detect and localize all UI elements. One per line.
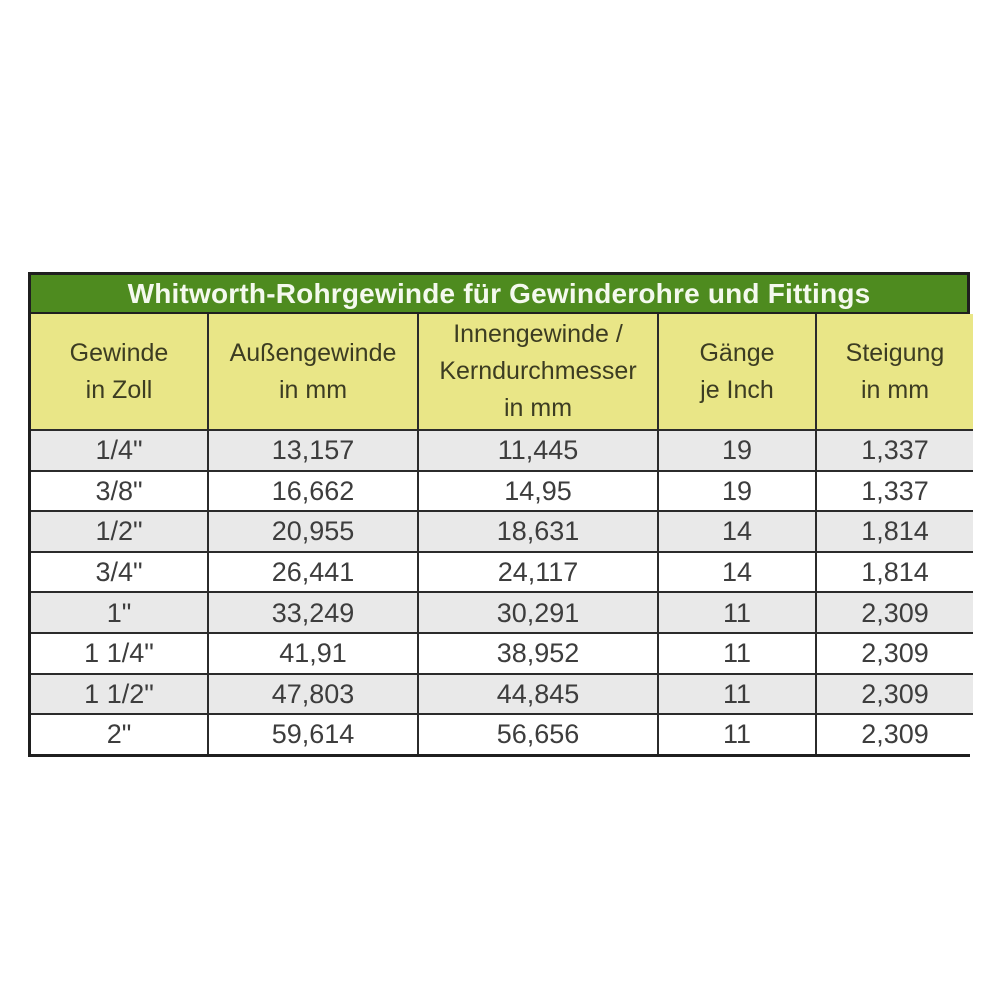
cell-innengewinde: 44,845 (417, 672, 659, 716)
cell-innengewinde: 30,291 (417, 591, 659, 634)
table-row: 2" 59,614 56,656 11 2,309 (31, 713, 973, 754)
cell-gaenge: 19 (657, 469, 817, 513)
cell-steigung: 2,309 (815, 672, 973, 716)
table-body: 1/4" 13,157 11,445 19 1,337 3/8" 16,662 … (31, 429, 973, 754)
cell-gewinde-zoll: 2" (31, 713, 209, 754)
table-title: Whitworth-Rohrgewinde für Gewinderohre u… (31, 275, 967, 314)
cell-innengewinde: 56,656 (417, 713, 659, 754)
table-row: 1/4" 13,157 11,445 19 1,337 (31, 429, 973, 472)
cell-gaenge: 11 (657, 631, 817, 675)
cell-gewinde-zoll: 1/4" (31, 429, 209, 472)
cell-aussengewinde: 47,803 (207, 672, 419, 716)
cell-steigung: 1,337 (815, 469, 973, 513)
column-header-aussengewinde: Außengewinde in mm (207, 314, 419, 431)
cell-aussengewinde: 33,249 (207, 591, 419, 634)
cell-gewinde-zoll: 1/2" (31, 510, 209, 553)
cell-steigung: 2,309 (815, 591, 973, 634)
cell-gaenge: 11 (657, 713, 817, 754)
cell-innengewinde: 11,445 (417, 429, 659, 472)
cell-steigung: 2,309 (815, 631, 973, 675)
table-row: 1 1/4" 41,91 38,952 11 2,309 (31, 631, 973, 675)
table-row: 1" 33,249 30,291 11 2,309 (31, 591, 973, 634)
table-row: 3/4" 26,441 24,117 14 1,814 (31, 550, 973, 594)
table-row: 1/2" 20,955 18,631 14 1,814 (31, 510, 973, 553)
cell-steigung: 1,814 (815, 550, 973, 594)
cell-innengewinde: 24,117 (417, 550, 659, 594)
cell-aussengewinde: 26,441 (207, 550, 419, 594)
cell-steigung: 2,309 (815, 713, 973, 754)
cell-gaenge: 14 (657, 550, 817, 594)
cell-steigung: 1,337 (815, 429, 973, 472)
column-header-innengewinde: Innengewinde / Kerndurchmesser in mm (417, 314, 659, 431)
cell-gewinde-zoll: 3/8" (31, 469, 209, 513)
column-header-gewinde-zoll: Gewinde in Zoll (31, 314, 209, 431)
cell-innengewinde: 38,952 (417, 631, 659, 675)
cell-gaenge: 11 (657, 591, 817, 634)
table-row: 3/8" 16,662 14,95 19 1,337 (31, 469, 973, 513)
thread-dimension-table: Whitworth-Rohrgewinde für Gewinderohre u… (28, 272, 973, 757)
cell-innengewinde: 18,631 (417, 510, 659, 553)
cell-aussengewinde: 41,91 (207, 631, 419, 675)
cell-aussengewinde: 13,157 (207, 429, 419, 472)
cell-gewinde-zoll: 3/4" (31, 550, 209, 594)
cell-steigung: 1,814 (815, 510, 973, 553)
cell-innengewinde: 14,95 (417, 469, 659, 513)
cell-aussengewinde: 59,614 (207, 713, 419, 754)
cell-aussengewinde: 20,955 (207, 510, 419, 553)
header-row: Gewinde in Zoll Außengewinde in mm Innen… (31, 314, 973, 431)
cell-gewinde-zoll: 1" (31, 591, 209, 634)
data-table: Gewinde in Zoll Außengewinde in mm Innen… (31, 314, 973, 754)
cell-gaenge: 11 (657, 672, 817, 716)
cell-aussengewinde: 16,662 (207, 469, 419, 513)
column-header-steigung: Steigung in mm (815, 314, 973, 431)
cell-gewinde-zoll: 1 1/4" (31, 631, 209, 675)
cell-gewinde-zoll: 1 1/2" (31, 672, 209, 716)
table-row: 1 1/2" 47,803 44,845 11 2,309 (31, 672, 973, 716)
cell-gaenge: 14 (657, 510, 817, 553)
cell-gaenge: 19 (657, 429, 817, 472)
column-header-gaenge: Gänge je Inch (657, 314, 817, 431)
